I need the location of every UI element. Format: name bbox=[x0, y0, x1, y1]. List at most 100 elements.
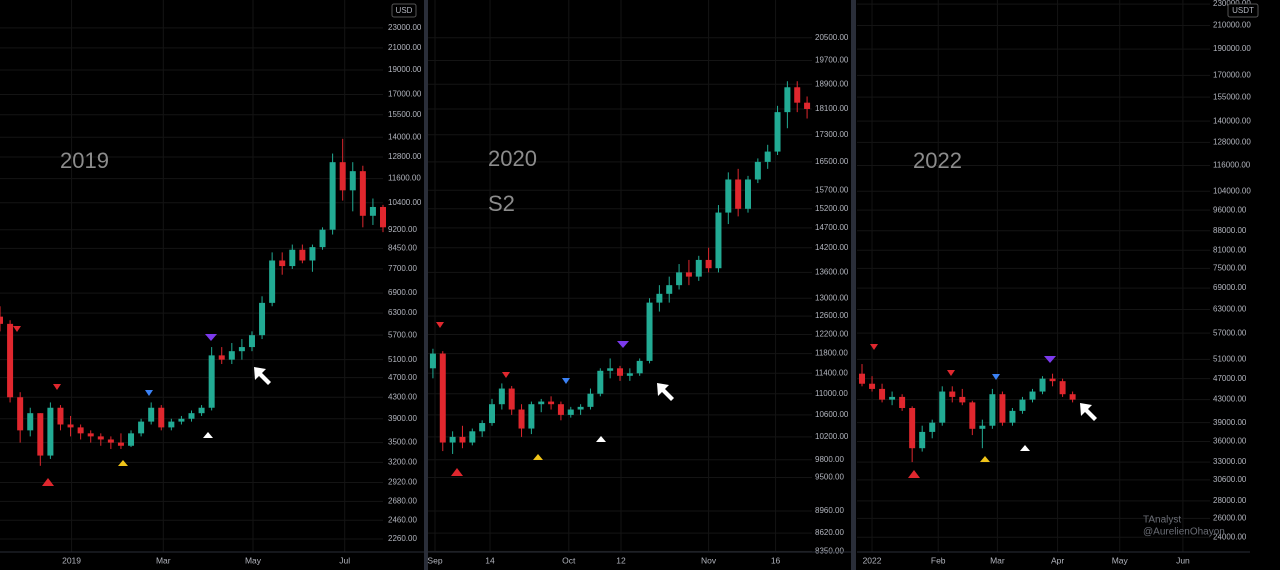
candle-body bbox=[899, 396, 906, 409]
y-tick-label: 28000.00 bbox=[1213, 496, 1247, 505]
watermark: TAnalyst bbox=[1143, 515, 1181, 526]
candle-body bbox=[138, 421, 145, 434]
candle-body bbox=[989, 394, 996, 426]
candle-body bbox=[0, 316, 3, 324]
y-tick-label: 10600.00 bbox=[815, 410, 849, 419]
x-tick-label: 12 bbox=[616, 555, 626, 565]
x-tick-label: 16 bbox=[771, 555, 781, 565]
signal-marker bbox=[42, 478, 54, 486]
x-tick-label: Apr bbox=[1051, 555, 1064, 565]
candle-body bbox=[607, 368, 614, 371]
candle-body bbox=[859, 373, 866, 384]
candle-body bbox=[869, 383, 876, 389]
y-tick-label: 10400.00 bbox=[388, 198, 422, 207]
candle-body bbox=[47, 407, 54, 456]
y-tick-label: 12800.00 bbox=[388, 152, 422, 161]
candle-body bbox=[248, 335, 255, 348]
y-tick-label: 19000.00 bbox=[388, 65, 422, 74]
candle-body bbox=[128, 433, 135, 446]
signal-marker bbox=[980, 456, 990, 462]
candle-body bbox=[969, 402, 976, 429]
y-tick-label: 12600.00 bbox=[815, 311, 849, 320]
y-tick-label: 18100.00 bbox=[815, 104, 849, 113]
candle-body bbox=[238, 347, 245, 352]
y-tick-label: 5100.00 bbox=[388, 355, 417, 364]
candle-body bbox=[429, 353, 436, 369]
y-tick-label: 155000.00 bbox=[1213, 92, 1251, 101]
candle-body bbox=[1059, 381, 1066, 395]
candle-body bbox=[784, 87, 791, 113]
candle-body bbox=[979, 425, 986, 429]
y-tick-label: 2260.00 bbox=[388, 534, 417, 543]
signal-marker bbox=[436, 322, 444, 328]
candle-body bbox=[879, 388, 886, 400]
candle-body bbox=[380, 206, 386, 228]
y-tick-label: 9800.00 bbox=[815, 455, 844, 464]
x-tick-label: Feb bbox=[931, 555, 946, 565]
candle-body bbox=[259, 302, 266, 336]
candle-body bbox=[269, 260, 276, 303]
y-tick-label: 75000.00 bbox=[1213, 264, 1247, 273]
candle-body bbox=[735, 179, 742, 209]
signal-marker bbox=[908, 470, 920, 478]
candle-body bbox=[57, 407, 64, 425]
x-tick-label: Jul bbox=[339, 555, 350, 565]
signal-markers bbox=[13, 322, 1056, 486]
y-tick-label: 11600.00 bbox=[388, 174, 421, 183]
x-tick-label: 14 bbox=[485, 555, 495, 565]
candle-body bbox=[804, 102, 811, 109]
y-tick-label: 9200.00 bbox=[388, 225, 417, 234]
y-tick-label: 13000.00 bbox=[815, 293, 849, 302]
signal-marker bbox=[203, 432, 213, 438]
signal-marker bbox=[947, 370, 955, 376]
candle-body bbox=[508, 388, 515, 410]
candle-body bbox=[548, 401, 555, 405]
y-tick-label: 33000.00 bbox=[1213, 457, 1247, 466]
candle-body bbox=[617, 368, 623, 376]
y-tick-label: 19700.00 bbox=[815, 56, 849, 65]
y-tick-label: 88000.00 bbox=[1213, 226, 1247, 235]
signal-marker bbox=[1044, 356, 1056, 363]
y-tick-label: 9500.00 bbox=[815, 473, 844, 482]
candle-body bbox=[339, 162, 346, 191]
candle-body bbox=[557, 404, 564, 415]
y-tick-label: 8620.00 bbox=[815, 528, 844, 537]
candle-body bbox=[97, 436, 104, 440]
x-tick-label: Jun bbox=[1176, 555, 1190, 565]
candle-body bbox=[949, 391, 956, 397]
candle-body bbox=[889, 396, 896, 400]
y-tick-label: 11000.00 bbox=[815, 389, 848, 398]
y-tick-label: 140000.00 bbox=[1213, 116, 1251, 125]
annotation: 2020 bbox=[488, 146, 537, 171]
y-tick-label: 69000.00 bbox=[1213, 283, 1247, 292]
candle-body bbox=[764, 151, 771, 162]
x-tick-label: 2022 bbox=[863, 555, 882, 565]
y-tick-label: 24000.00 bbox=[1213, 532, 1247, 541]
candle-body bbox=[597, 370, 604, 394]
candle-body bbox=[208, 355, 215, 408]
currency-badge bbox=[1227, 3, 1259, 18]
y-tick-label: 170000.00 bbox=[1213, 70, 1251, 79]
candle-body bbox=[626, 373, 633, 376]
candle-body bbox=[489, 404, 495, 424]
candle-body bbox=[67, 424, 74, 428]
candle-body bbox=[329, 162, 336, 230]
candle-body bbox=[349, 171, 356, 191]
y-tick-label: 7700.00 bbox=[388, 264, 417, 273]
candle-body bbox=[107, 439, 114, 443]
candle-body bbox=[959, 396, 966, 403]
panel-separator bbox=[424, 0, 428, 570]
panel-separator bbox=[851, 0, 856, 570]
arrow bbox=[657, 383, 674, 401]
candle-body bbox=[498, 388, 505, 405]
candle-body bbox=[228, 351, 235, 360]
candle-body bbox=[1069, 394, 1076, 400]
candle-body bbox=[518, 409, 525, 429]
x-tick-label: May bbox=[245, 555, 262, 565]
candle-body bbox=[1039, 378, 1046, 392]
y-tick-label: 15500.00 bbox=[388, 110, 422, 119]
y-tick-label: 16500.00 bbox=[815, 157, 849, 166]
candle-body bbox=[695, 259, 702, 277]
